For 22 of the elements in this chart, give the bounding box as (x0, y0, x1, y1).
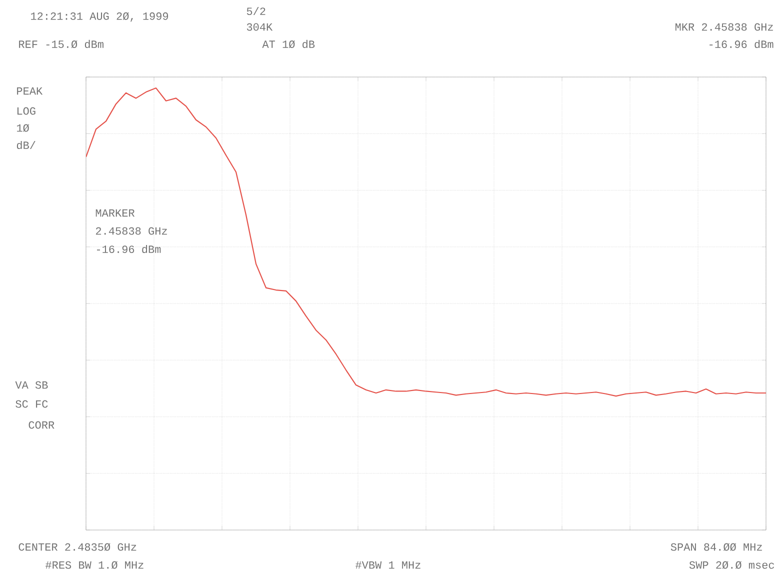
annotation: MARKER (96, 209, 135, 217)
text: 12:21:31 AUG 2Ø, 1999 (31, 12, 168, 22)
text: SC FC (16, 400, 48, 408)
text: dB/ (16, 140, 36, 150)
text: 5/2 (246, 6, 266, 16)
text: AT 1Ø dB (262, 40, 315, 48)
text: SWP 2Ø.Ø msec (689, 561, 774, 569)
text: CORR (28, 421, 54, 429)
text: -16.96 dBm (710, 40, 774, 48)
text: VA SB (15, 381, 48, 389)
text: SPAN 84.ØØ MHz (670, 543, 762, 551)
text: 1Ø (17, 124, 30, 132)
annotation: 2.45838 GHz (96, 227, 167, 235)
text: #VBW 1 MHz (355, 561, 420, 569)
text: CENTER 2.4835Ø GHz (18, 543, 136, 551)
text: 304K (246, 23, 273, 31)
annotation: -16.96 dBm (96, 244, 161, 254)
text: LOG (17, 107, 36, 115)
text: REF -15.Ø dBm (19, 40, 104, 48)
text: PEAK (17, 87, 43, 95)
text: #RES BW 1.Ø MHz (45, 561, 144, 569)
text: MKR 2.45838 GHz (675, 23, 773, 31)
